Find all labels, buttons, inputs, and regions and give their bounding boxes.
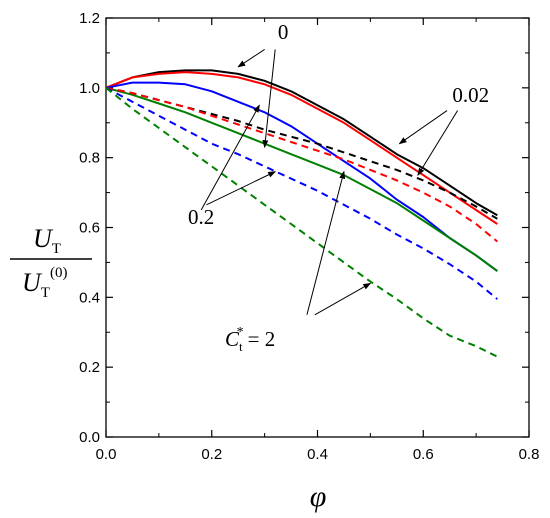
y-label-numerator: UT (33, 224, 61, 257)
x-tick-label: 0.2 (201, 446, 222, 463)
y-tick-label: 1.0 (79, 80, 100, 97)
y-tick-label: 0.6 (79, 220, 100, 237)
axis-ticks (105, 17, 530, 438)
x-tick-label: 0.0 (96, 446, 117, 463)
y-tick-label: 1.2 (79, 10, 100, 27)
annotation-arrow (417, 110, 459, 176)
y-axis-label: UT UT(0) (10, 224, 92, 301)
annotation-arrow (237, 49, 265, 68)
plot-frame (105, 17, 530, 438)
annotation-label-3: 0.2 (188, 205, 214, 229)
annotation-arrow (398, 110, 448, 145)
y-tick-label: 0.4 (79, 289, 100, 306)
series-line-8-dashed (105, 87, 498, 358)
series-line-4-solid (105, 86, 498, 272)
y-label-denominator: UT(0) (22, 265, 67, 301)
annotation-arrow (262, 49, 276, 149)
tick-labels: 0.0 0.2 0.4 0.6 0.8 0.0 0.2 0.4 0.6 0.8 1.0 1.2 (79, 10, 539, 463)
y-tick-label: 0.0 (79, 429, 100, 446)
annotation-arrow (314, 282, 372, 316)
annotation-label-1: 0 (278, 20, 289, 44)
y-tick-label: 0.8 (79, 150, 100, 167)
series-line-5-dashed (105, 86, 498, 220)
series-line-2-solid (105, 71, 498, 225)
annotation-label-2: 0.02 (452, 83, 489, 107)
x-tick-label: 0.8 (519, 446, 540, 463)
annotation-arrow (306, 170, 346, 315)
x-axis-label: φ (310, 480, 327, 513)
series-line-1-solid (105, 69, 498, 217)
x-tick-label: 0.6 (413, 446, 434, 463)
annotation-label-4: Ct* = 2 (225, 325, 275, 354)
annotations-layer: 0 0.02 0.2 Ct* = 2 (188, 20, 489, 354)
series-line-6-dashed (105, 86, 498, 243)
y-tick-label: 0.2 (79, 359, 100, 376)
annotation-arrow (200, 104, 260, 211)
annotation-arrow (206, 171, 277, 206)
series-line-7-dashed (105, 86, 498, 300)
series-layer (105, 69, 498, 358)
series-line-3-solid (105, 81, 498, 272)
x-tick-label: 0.4 (307, 446, 328, 463)
